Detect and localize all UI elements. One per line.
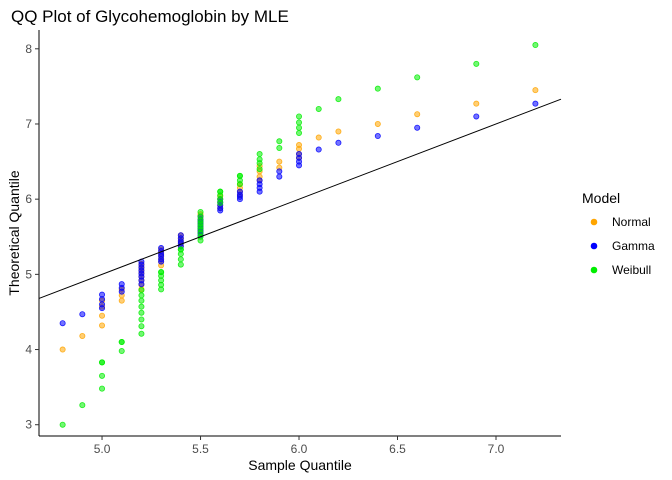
- legend-key-normal: [590, 218, 598, 226]
- point-normal: [276, 158, 283, 165]
- x-tick-label: 6.5: [389, 442, 406, 456]
- point-weibull: [374, 85, 381, 92]
- y-tick-label: 3: [25, 418, 32, 432]
- point-weibull: [177, 246, 184, 253]
- point-weibull: [296, 113, 303, 120]
- point-weibull: [256, 166, 263, 173]
- point-gamma: [177, 232, 184, 239]
- point-weibull: [59, 421, 66, 428]
- point-weibull: [138, 303, 145, 310]
- point-weibull: [256, 156, 263, 163]
- y-tick-label: 5: [25, 267, 32, 281]
- point-normal: [414, 111, 421, 118]
- point-weibull: [197, 208, 204, 215]
- point-gamma: [99, 301, 106, 308]
- x-tick-label: 7.0: [488, 442, 505, 456]
- y-tick-label: 6: [25, 192, 32, 206]
- point-gamma: [236, 188, 243, 195]
- point-weibull: [118, 348, 125, 355]
- legend-key-weibull: [590, 266, 598, 274]
- legend-label-weibull: Weibull: [612, 263, 651, 277]
- point-weibull: [99, 385, 106, 392]
- y-tick-label: 4: [25, 343, 32, 357]
- x-axis-title: Sample Quantile: [248, 457, 352, 473]
- y-tick-label: 8: [25, 42, 32, 56]
- reference-line: [38, 98, 562, 299]
- point-weibull: [296, 130, 303, 137]
- point-weibull: [256, 151, 263, 158]
- point-weibull: [296, 124, 303, 131]
- legend-items: Normal Gamma Weibull: [590, 215, 655, 277]
- point-gamma: [335, 139, 342, 146]
- point-normal: [99, 312, 106, 319]
- point-weibull: [99, 359, 106, 366]
- point-weibull: [158, 269, 165, 276]
- point-gamma: [532, 100, 539, 107]
- legend-title: Model: [582, 190, 620, 206]
- point-weibull: [138, 309, 145, 316]
- point-weibull: [118, 339, 125, 346]
- point-normal: [335, 128, 342, 135]
- point-weibull: [532, 42, 539, 49]
- legend-label-gamma: Gamma: [612, 239, 655, 253]
- y-axis-ticks: 3 4 5 6 7 8: [25, 42, 39, 432]
- point-gamma: [414, 124, 421, 131]
- point-gamma: [99, 291, 106, 298]
- point-normal: [374, 120, 381, 127]
- point-gamma: [276, 168, 283, 175]
- point-weibull: [276, 138, 283, 145]
- legend-label-normal: Normal: [612, 215, 651, 229]
- point-normal: [296, 142, 303, 149]
- point-normal: [315, 134, 322, 141]
- point-weibull: [296, 119, 303, 126]
- point-gamma: [158, 245, 165, 252]
- point-weibull: [138, 330, 145, 337]
- point-normal: [473, 100, 480, 107]
- point-weibull: [138, 287, 145, 294]
- point-weibull: [177, 261, 184, 268]
- point-weibull: [315, 105, 322, 112]
- point-normal: [99, 322, 106, 329]
- point-gamma: [118, 281, 125, 288]
- point-normal: [532, 87, 539, 94]
- point-weibull: [138, 316, 145, 323]
- point-weibull: [99, 372, 106, 379]
- data-points: [59, 42, 539, 428]
- x-axis-ticks: 5.0 5.5 6.0 6.5 7.0: [94, 436, 505, 456]
- x-tick-label: 6.0: [291, 442, 308, 456]
- legend: Model Normal Gamma Weibull: [582, 190, 655, 277]
- point-weibull: [276, 145, 283, 152]
- point-gamma: [473, 113, 480, 120]
- point-gamma: [296, 151, 303, 158]
- point-gamma: [256, 177, 263, 184]
- y-axis-title: Theoretical Quantile: [6, 170, 22, 296]
- point-weibull: [177, 256, 184, 263]
- point-gamma: [276, 173, 283, 180]
- point-weibull: [236, 172, 243, 179]
- x-tick-label: 5.5: [192, 442, 209, 456]
- point-normal: [79, 333, 86, 340]
- point-gamma: [374, 133, 381, 140]
- point-normal: [118, 297, 125, 304]
- plot-panel: 5.0 5.5 6.0 6.5 7.0 3 4 5 6 7 8: [25, 30, 562, 456]
- chart-title: QQ Plot of Glycohemoglobin by MLE: [11, 7, 289, 26]
- point-weibull: [414, 74, 421, 81]
- point-normal: [59, 346, 66, 353]
- point-weibull: [473, 60, 480, 67]
- point-weibull: [138, 323, 145, 330]
- point-gamma: [59, 320, 66, 327]
- x-tick-label: 5.0: [94, 442, 111, 456]
- point-weibull: [138, 297, 145, 304]
- point-gamma: [315, 146, 322, 153]
- point-weibull: [79, 402, 86, 409]
- point-gamma: [79, 311, 86, 318]
- point-weibull: [138, 292, 145, 299]
- legend-key-gamma: [590, 242, 598, 250]
- point-weibull: [217, 188, 224, 195]
- point-weibull: [335, 96, 342, 103]
- y-tick-label: 7: [25, 117, 32, 131]
